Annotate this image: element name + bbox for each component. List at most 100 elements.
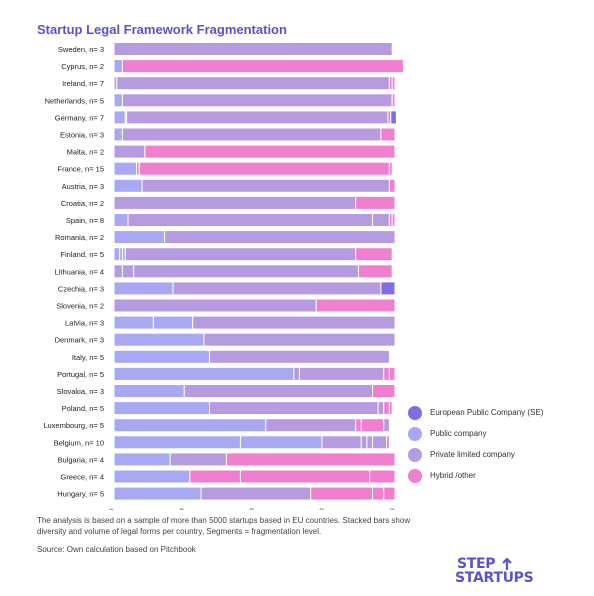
- bar-segment: [113, 366, 295, 381]
- legend-swatch: [408, 447, 422, 462]
- bar-segment: [144, 144, 396, 159]
- bar-segment: [169, 452, 227, 467]
- bar-segment: [189, 469, 241, 484]
- bar-segment: [321, 435, 362, 450]
- bar-segment: [366, 435, 374, 450]
- bar-segment: [383, 401, 390, 416]
- bar-segment: [127, 213, 374, 227]
- category-label: Poland, n= 5: [62, 404, 104, 413]
- bar-segment: [113, 435, 241, 450]
- bar-segment: [113, 42, 393, 56]
- x-tick-label: 100%: [380, 506, 397, 510]
- bar-segment: [360, 435, 368, 450]
- bar-segment: [113, 247, 121, 262]
- bar-segment: [388, 161, 393, 176]
- bar-segment: [113, 213, 129, 227]
- bar-segment: [113, 161, 137, 176]
- category-label: Portugal, n= 5: [57, 370, 104, 379]
- legend-swatch: [408, 405, 422, 420]
- category-label: Finland, n= 5: [60, 250, 104, 259]
- legend-item: European Public Company (SE): [408, 402, 588, 423]
- bar-segment: [386, 435, 390, 450]
- bar-segment: [113, 452, 171, 467]
- bar-segment: [372, 213, 390, 227]
- category-label: Romania, n= 2: [55, 233, 104, 242]
- bar-segment: [113, 469, 191, 484]
- category-label: Italy, n= 5: [72, 353, 104, 362]
- bar-segment: [138, 161, 390, 176]
- category-label: Slovakia, n= 3: [57, 387, 104, 396]
- bar-segment: [172, 281, 382, 296]
- bar-segment: [388, 366, 396, 381]
- x-tick-label: 25%: [172, 506, 186, 510]
- bar-segment: [113, 127, 123, 142]
- legend-swatch: [408, 426, 422, 441]
- bar-segment: [113, 144, 146, 159]
- bar-segment: [355, 418, 362, 433]
- category-label: Slovenia, n= 2: [56, 302, 104, 311]
- bar-segment: [388, 178, 396, 193]
- category-label: Hungary, n= 5: [57, 490, 104, 499]
- category-label: Estonia, n= 3: [60, 131, 104, 140]
- bar-segment: [265, 418, 357, 433]
- category-label: Belgium, n= 10: [54, 438, 104, 447]
- bar-segment: [380, 281, 396, 296]
- bar-segment: [113, 93, 123, 108]
- bar-segment: [203, 332, 396, 347]
- legend: European Public Company (SE) Public compa…: [408, 402, 588, 486]
- category-label: Austria, n= 3: [62, 182, 104, 191]
- bar-segment: [113, 401, 211, 416]
- bar-segment: [113, 178, 143, 193]
- category-label: Croatia, n= 2: [61, 199, 104, 208]
- bar-segment: [113, 59, 123, 74]
- bar-segment: [113, 384, 185, 398]
- bar-segment: [113, 230, 166, 245]
- bar-segment: [239, 469, 371, 484]
- legend-label: Private limited company: [430, 450, 515, 459]
- stacked-bar-chart: Sweden, n= 3 Cyprus, n= 2 Ireland, n= 7 Net…: [43, 42, 404, 510]
- bar-segment: [121, 93, 393, 108]
- bar-segment: [124, 247, 357, 262]
- bar-segment: [388, 401, 393, 416]
- bar-segment: [357, 264, 393, 279]
- legend-label: European Public Company (SE): [430, 408, 544, 417]
- category-label: Netherlands, n= 5: [45, 96, 104, 105]
- bar-segment: [113, 349, 211, 364]
- category-label: France, n= 15: [58, 165, 105, 174]
- bar-segment: [372, 486, 385, 501]
- category-label: Malta, n= 2: [67, 148, 104, 157]
- bar-segment: [113, 281, 174, 296]
- category-label: Lithuania, n= 4: [55, 267, 104, 276]
- bar-segment: [209, 401, 379, 416]
- bar-segment: [121, 264, 135, 279]
- bar-segment: [315, 298, 396, 313]
- bar-segment: [113, 298, 317, 313]
- arrow-up-icon: [502, 557, 512, 570]
- bar-segment: [390, 110, 397, 125]
- category-label: Sweden, n= 3: [58, 45, 104, 54]
- legend-item: Public company: [408, 423, 588, 444]
- logo-line-2: STARTUPS: [455, 570, 534, 586]
- bar-segment: [293, 366, 300, 381]
- bar-segment: [383, 418, 390, 433]
- logo-line-1: STEP: [457, 556, 496, 572]
- bar-segment: [355, 195, 396, 210]
- bar-segment: [113, 195, 357, 210]
- bar-segment: [355, 247, 393, 262]
- bar-segment: [391, 76, 396, 91]
- bar-segment: [192, 315, 396, 330]
- bar-segment: [239, 435, 323, 450]
- chart-title: Startup Legal Framework Fragmentation: [37, 22, 287, 37]
- bar-segment: [225, 452, 396, 467]
- bar-segment: [113, 418, 267, 433]
- bar-segment: [391, 93, 396, 108]
- bar-segment: [152, 315, 194, 330]
- step-startups-logo: STEP STARTUPS: [455, 557, 545, 593]
- bar-segment: [200, 486, 312, 501]
- category-label: Germany, n= 7: [55, 113, 104, 122]
- category-label: Ireland, n= 7: [62, 79, 104, 88]
- bar-segment: [372, 384, 396, 398]
- bar-segment: [113, 315, 154, 330]
- bar-segment: [383, 486, 396, 501]
- bars-group: [113, 42, 404, 501]
